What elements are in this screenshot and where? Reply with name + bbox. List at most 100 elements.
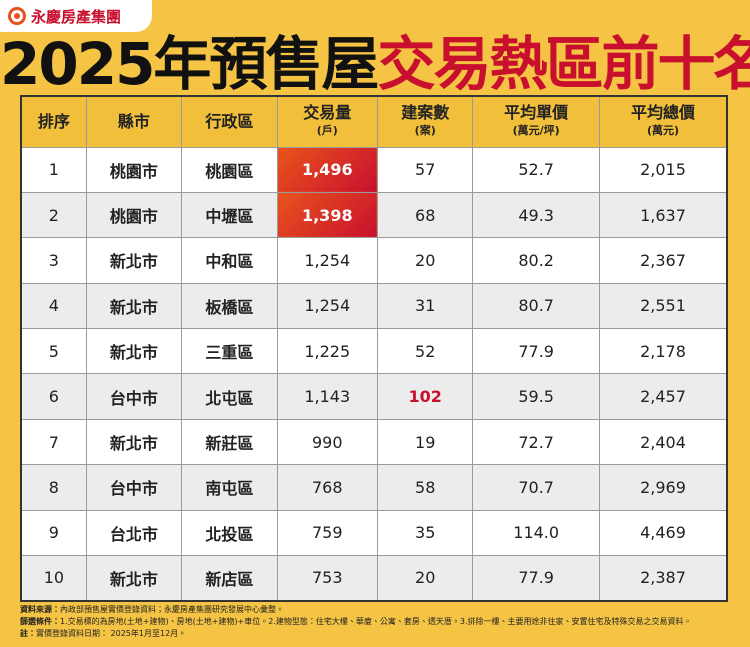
table-cell: 新北市 xyxy=(85,555,183,602)
table-row: 10 新北市 新店區 753 20 77.9 2,387 xyxy=(20,555,728,602)
table-cell: 2,387 xyxy=(598,555,728,602)
table-cell: 49.3 xyxy=(472,191,600,239)
title-part: 2025年預售屋 xyxy=(0,30,379,98)
note-label: 資料來源： xyxy=(20,605,60,614)
table-cell: 3 xyxy=(20,237,87,284)
table-cell: 70.7 xyxy=(472,464,600,511)
table-row: 8 台中市 南屯區 768 58 70.7 2,969 xyxy=(20,464,728,511)
table-cell: 114.0 xyxy=(472,509,600,557)
table-cell: 2,015 xyxy=(598,146,728,193)
notes: 資料來源：內政部預售屋實價登錄資料；永慶房產集團研究發展中心彙整。 篩選條件：1.… xyxy=(20,604,730,640)
column-header: 交易量 (戶) xyxy=(276,95,379,148)
table-cell: 南屯區 xyxy=(181,464,278,511)
column-unit: (萬元) xyxy=(646,123,679,137)
table-cell: 桃園市 xyxy=(85,146,183,193)
column-label: 交易量 xyxy=(303,102,352,122)
column-label: 縣市 xyxy=(117,111,150,131)
table-cell: 1,143 xyxy=(276,373,379,420)
table-cell: 1,398 xyxy=(276,191,379,239)
column-header: 平均總價 (萬元) xyxy=(598,95,728,148)
table-row: 6 台中市 北屯區 1,143 102 59.5 2,457 xyxy=(20,373,728,420)
table-cell: 板橋區 xyxy=(181,282,278,330)
column-header: 行政區 xyxy=(181,95,278,148)
logo-text: 永慶房產集團 xyxy=(31,7,122,26)
table-cell: 新莊區 xyxy=(181,418,278,466)
table-cell: 1,254 xyxy=(276,282,379,330)
table-cell: 31 xyxy=(376,282,474,330)
table-row: 9 台北市 北投區 759 35 114.0 4,469 xyxy=(20,509,728,557)
logo: 永慶房產集團 xyxy=(0,0,152,32)
table-cell: 新北市 xyxy=(85,418,183,466)
table-cell: 三重區 xyxy=(181,328,278,375)
note-text: 內政部預售屋實價登錄資料；永慶房產集團研究發展中心彙整。 xyxy=(60,605,284,614)
column-header: 縣市 xyxy=(85,95,183,148)
table-cell: 52 xyxy=(376,328,474,375)
table-cell: 7 xyxy=(20,418,87,466)
title: 2025年預售屋交易熱區前十名 xyxy=(0,32,750,96)
table-row: 7 新北市 新莊區 990 19 72.7 2,404 xyxy=(20,418,728,466)
table-cell: 59.5 xyxy=(472,373,600,420)
table-cell: 72.7 xyxy=(472,418,600,466)
table-cell: 57 xyxy=(376,146,474,193)
column-unit: (案) xyxy=(414,123,436,137)
table-cell: 2,457 xyxy=(598,373,728,420)
table-cell: 北屯區 xyxy=(181,373,278,420)
table-cell: 桃園區 xyxy=(181,146,278,193)
table-cell: 1,225 xyxy=(276,328,379,375)
column-label: 建案數 xyxy=(401,102,450,122)
table-cell: 2,404 xyxy=(598,418,728,466)
table-cell: 68 xyxy=(376,191,474,239)
note-line: 篩選條件：1.交易標的為房地(土地+建物)、房地(土地+建物)+車位。2.建物型… xyxy=(20,616,730,628)
table-cell: 台北市 xyxy=(85,509,183,557)
table-cell: 桃園市 xyxy=(85,191,183,239)
table-cell: 4,469 xyxy=(598,509,728,557)
ranking-table: 排序 縣市 行政區 交易量 (戶) 建案數 (案) 平均單價 (萬元/坪) 平均總價 (萬元) 1 桃園… xyxy=(20,95,728,602)
table-row: 3 新北市 中和區 1,254 20 80.2 2,367 xyxy=(20,237,728,284)
table-cell: 77.9 xyxy=(472,328,600,375)
table-cell: 35 xyxy=(376,509,474,557)
table-cell: 8 xyxy=(20,464,87,511)
header-row: 排序 縣市 行政區 交易量 (戶) 建案數 (案) 平均單價 (萬元/坪) 平均總價 (萬元) xyxy=(20,95,728,148)
table-cell: 2,367 xyxy=(598,237,728,284)
table-cell: 2,969 xyxy=(598,464,728,511)
table-cell: 新店區 xyxy=(181,555,278,602)
column-unit: (戶) xyxy=(316,123,338,137)
table-cell: 1,254 xyxy=(276,237,379,284)
table-cell: 1,637 xyxy=(598,191,728,239)
note-text: 1.交易標的為房地(土地+建物)、房地(土地+建物)+車位。2.建物型態：住宅大… xyxy=(60,617,692,626)
table-cell: 58 xyxy=(376,464,474,511)
table-cell: 新北市 xyxy=(85,237,183,284)
column-label: 排序 xyxy=(37,111,70,131)
note-line: 註：實價登錄資料日期： 2025年1月至12月。 xyxy=(20,628,730,640)
table-cell: 77.9 xyxy=(472,555,600,602)
table-cell: 9 xyxy=(20,509,87,557)
table-cell: 台中市 xyxy=(85,373,183,420)
column-header: 排序 xyxy=(20,95,87,148)
table-cell: 759 xyxy=(276,509,379,557)
note-text: 實價登錄資料日期： 2025年1月至12月。 xyxy=(36,629,187,638)
table-cell: 2,551 xyxy=(598,282,728,330)
table-row: 1 桃園市 桃園區 1,496 57 52.7 2,015 xyxy=(20,146,728,193)
note-label: 篩選條件： xyxy=(20,617,60,626)
note-line: 資料來源：內政部預售屋實價登錄資料；永慶房產集團研究發展中心彙整。 xyxy=(20,604,730,616)
table-cell: 中和區 xyxy=(181,237,278,284)
logo-icon xyxy=(8,7,26,25)
table-cell: 北投區 xyxy=(181,509,278,557)
table-cell: 5 xyxy=(20,328,87,375)
column-unit: (萬元/坪) xyxy=(512,123,560,137)
table-cell: 中壢區 xyxy=(181,191,278,239)
column-label: 平均總價 xyxy=(630,102,695,122)
table-cell: 990 xyxy=(276,418,379,466)
table-cell: 台中市 xyxy=(85,464,183,511)
table-cell: 新北市 xyxy=(85,282,183,330)
table-cell: 2,178 xyxy=(598,328,728,375)
column-label: 平均單價 xyxy=(504,102,569,122)
table-cell: 20 xyxy=(376,555,474,602)
column-header: 平均單價 (萬元/坪) xyxy=(472,95,600,148)
table-cell: 768 xyxy=(276,464,379,511)
table-cell: 1,496 xyxy=(276,146,379,193)
note-label: 註： xyxy=(20,629,36,638)
table-cell: 80.2 xyxy=(472,237,600,284)
table-cell: 10 xyxy=(20,555,87,602)
